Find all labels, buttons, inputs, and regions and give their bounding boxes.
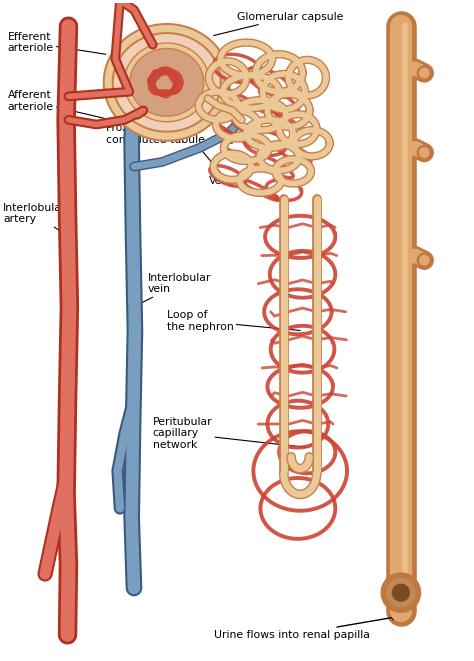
Circle shape [419, 148, 429, 157]
Text: Afferent
arteriole: Afferent arteriole [8, 91, 110, 120]
Text: Interlobular
artery: Interlobular artery [3, 203, 68, 237]
Circle shape [392, 584, 409, 601]
Circle shape [417, 145, 431, 159]
Circle shape [419, 256, 429, 265]
Text: Proximal
convoluted tubule: Proximal convoluted tubule [106, 123, 232, 145]
Circle shape [417, 253, 431, 267]
Circle shape [381, 573, 420, 612]
Polygon shape [127, 46, 207, 119]
Text: Peritubular
capillary
network: Peritubular capillary network [153, 417, 307, 450]
Circle shape [417, 66, 431, 80]
Text: Urine flows into renal papilla: Urine flows into renal papilla [214, 615, 397, 640]
Circle shape [387, 578, 415, 607]
Polygon shape [108, 28, 225, 136]
Circle shape [419, 68, 429, 78]
Text: Loop of
the nephron: Loop of the nephron [167, 310, 300, 332]
Text: Venule: Venule [200, 148, 246, 186]
Text: Efferent
arteriole: Efferent arteriole [8, 32, 106, 54]
Text: Interlobular
vein: Interlobular vein [133, 273, 211, 307]
Text: Glomerular capsule: Glomerular capsule [214, 12, 343, 36]
